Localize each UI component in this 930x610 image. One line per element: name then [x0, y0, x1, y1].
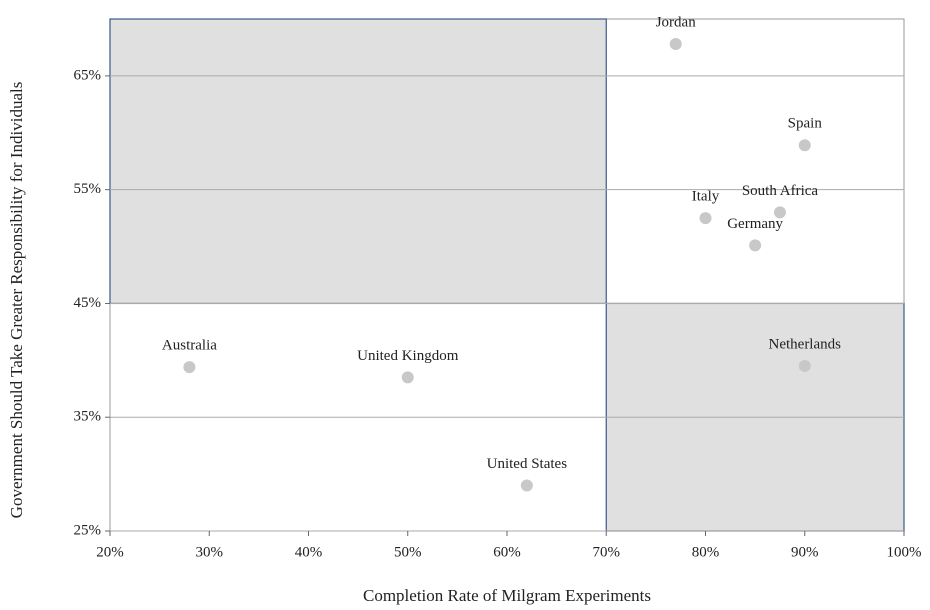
x-axis-label: Completion Rate of Milgram Experiments [363, 586, 651, 605]
point-label: Netherlands [769, 336, 842, 352]
x-tick-label: 20% [96, 544, 124, 560]
point [699, 212, 712, 225]
y-tick-label: 45% [74, 295, 102, 311]
point [773, 206, 786, 219]
region [109, 18, 607, 305]
point [798, 360, 811, 373]
y-tick-label: 25% [74, 522, 102, 538]
point-label: United Kingdom [357, 348, 459, 364]
x-tick-label: 40% [295, 544, 323, 560]
x-tick-label: 70% [593, 544, 621, 560]
y-axis-label: Government Should Take Greater Responsib… [7, 82, 26, 519]
point [749, 239, 762, 252]
point-label: Australia [162, 338, 217, 354]
y-tick-label: 35% [74, 409, 102, 425]
point [401, 371, 414, 384]
x-tick-label: 60% [493, 544, 521, 560]
point-label: Spain [788, 116, 823, 132]
point [669, 38, 682, 51]
x-tick-label: 50% [394, 544, 422, 560]
point-label: United States [487, 456, 568, 472]
x-tick-label: 80% [692, 544, 720, 560]
y-tick-label: 65% [74, 67, 102, 83]
point-label: Italy [692, 189, 720, 205]
point-label: Jordan [656, 14, 696, 30]
point [183, 361, 196, 374]
y-tick-label: 55% [74, 181, 102, 197]
x-tick-label: 30% [196, 544, 224, 560]
x-tick-label: 100% [887, 544, 922, 560]
point-label: Germany [727, 216, 783, 232]
point-label: South Africa [742, 183, 819, 199]
x-tick-label: 90% [791, 544, 819, 560]
point [798, 139, 811, 152]
point [520, 479, 533, 492]
